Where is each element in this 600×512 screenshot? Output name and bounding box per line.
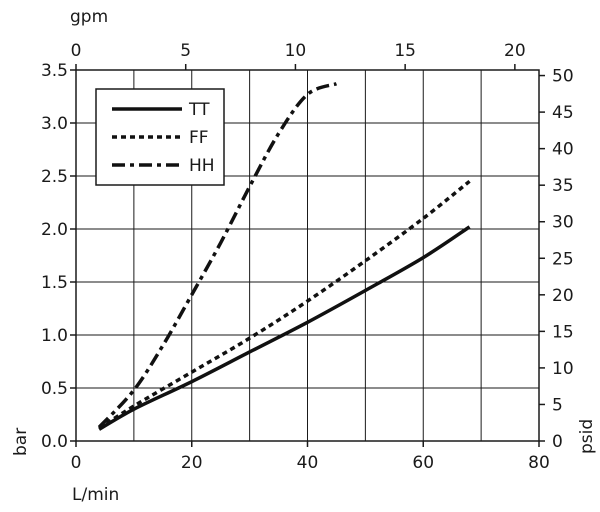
legend-label-tt: TT (188, 100, 210, 120)
x-tick-label: 20 (181, 453, 203, 473)
y-tick-label: 0.0 (41, 432, 68, 452)
x-tick-label: 40 (297, 453, 319, 473)
y2-tick-label: 10 (552, 359, 574, 379)
legend-label-hh: HH (189, 156, 215, 176)
y2-tick-label: 40 (552, 140, 574, 160)
y2-tick-label: 5 (552, 395, 563, 415)
y2-tick-label: 0 (552, 432, 563, 452)
x2-axis-title: gpm (70, 7, 108, 27)
legend-label-ff: FF (189, 128, 209, 148)
y-tick-label: 2.0 (41, 220, 68, 240)
x2-tick-label: 10 (285, 41, 307, 61)
y2-tick-label: 50 (552, 67, 574, 87)
y-axis-title: bar (11, 428, 31, 456)
y2-tick-label: 45 (552, 103, 574, 123)
series-line-hh (97, 82, 338, 429)
y-tick-label: 0.5 (41, 379, 68, 399)
y-tick-label: 1.5 (41, 273, 68, 293)
x2-tick-label: 15 (394, 41, 416, 61)
series-lines (97, 82, 471, 431)
y2-tick-label: 25 (552, 249, 574, 269)
ticks: 0 20 40 60 800.00.51.01.52.02.53.03.50 5 10 15 2… (41, 41, 574, 473)
y2-axis-title: psid (577, 419, 597, 454)
y2-tick-label: 15 (552, 322, 574, 342)
x-tick-label: 80 (528, 453, 550, 473)
x-axis-title: L/min (72, 485, 119, 505)
legend: TT FF HH (95, 88, 225, 186)
y2-tick-label: 30 (552, 213, 574, 233)
y2-tick-label: 35 (552, 176, 574, 196)
series-line-tt (98, 225, 471, 431)
series-line-ff (98, 179, 471, 430)
x2-tick-label: 5 (180, 41, 191, 61)
y-tick-label: 1.0 (41, 326, 68, 346)
x-tick-label: 0 (71, 453, 82, 473)
y-tick-label: 3.0 (41, 114, 68, 134)
y2-tick-label: 20 (552, 286, 574, 306)
y-tick-label: 3.5 (41, 61, 68, 81)
y-tick-label: 2.5 (41, 167, 68, 187)
x2-tick-label: 20 (504, 41, 526, 61)
x-tick-label: 60 (412, 453, 434, 473)
x2-tick-label: 0 (71, 41, 82, 61)
